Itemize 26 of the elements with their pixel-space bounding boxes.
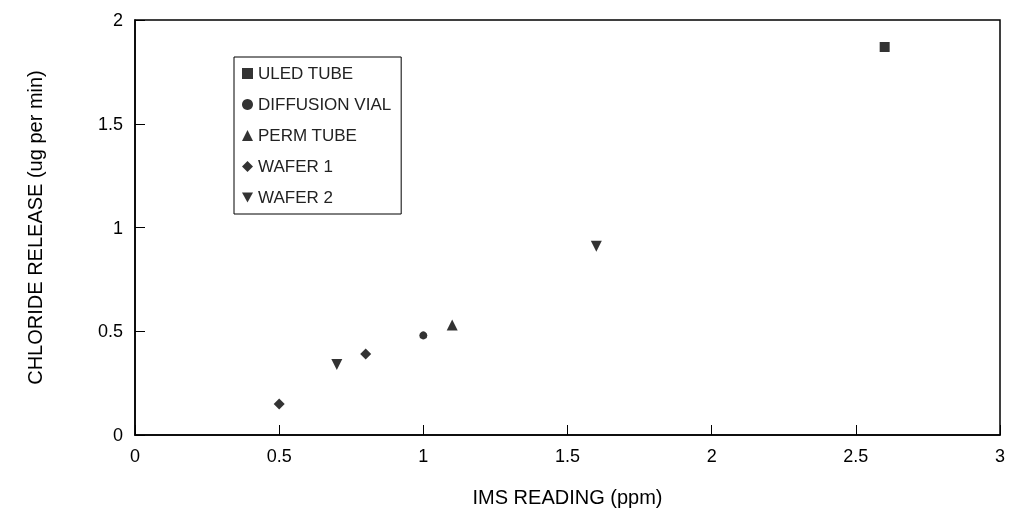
legend-label: DIFFUSION VIAL [258, 95, 392, 114]
point [331, 358, 343, 370]
x-tick-label: 2.5 [843, 446, 869, 466]
y-tick-label: 2 [112, 10, 123, 30]
y-tick-label: 0.5 [97, 321, 123, 342]
point [360, 348, 372, 360]
point [879, 41, 890, 52]
y-axis-title: CHLORIDE RELEASE (ug per min) [24, 70, 46, 385]
x-tick-label: 3 [994, 446, 1006, 466]
x-tick-label: 2 [706, 446, 717, 466]
y-tick-label: 1.5 [97, 113, 123, 134]
point [446, 319, 458, 331]
y-tick-label: 1 [112, 217, 123, 238]
legend-label: PERM TUBE [258, 126, 357, 145]
point [590, 240, 602, 252]
x-tick-label: 1.5 [554, 446, 581, 466]
x-tick-label: 0 [129, 446, 141, 466]
legend-label: WAFER 2 [258, 188, 333, 207]
point [419, 331, 428, 340]
y-tick-label: 0 [112, 425, 123, 445]
x-axis-title: IMS READING (ppm) [472, 486, 663, 508]
point [273, 398, 285, 410]
legend-label: ULED TUBE [258, 64, 354, 83]
legend-label: WAFER 1 [258, 157, 333, 176]
x-tick-label: 1 [418, 446, 429, 466]
x-tick-label: 0.5 [266, 446, 292, 466]
